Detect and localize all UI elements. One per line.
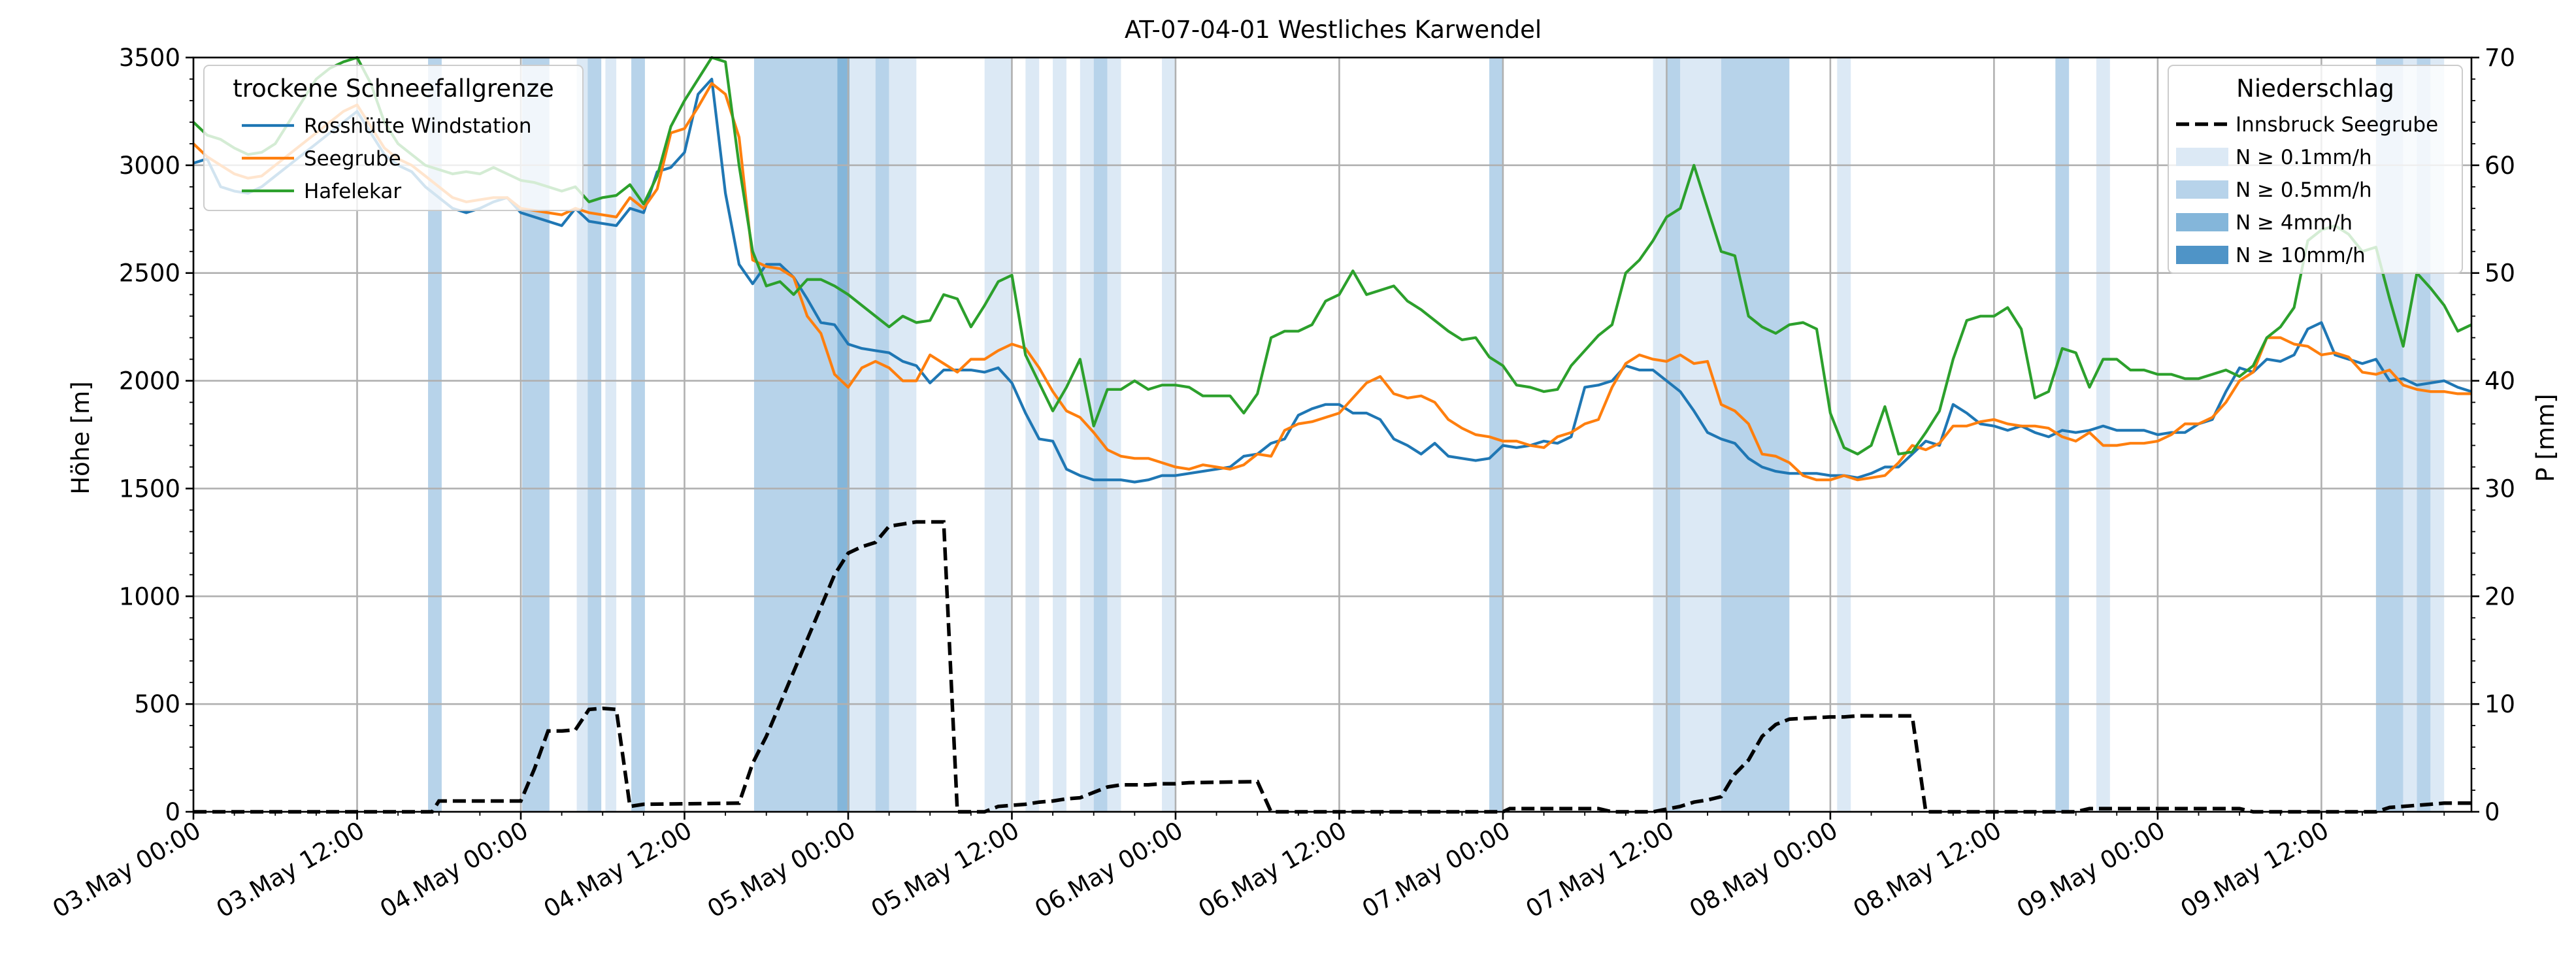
legend-entry: Innsbruck Seegrube — [2236, 113, 2438, 137]
precip-band — [1653, 58, 1667, 812]
precip-band — [1721, 58, 1790, 812]
precip-band — [1080, 58, 1094, 812]
y-tick-label-right: 10 — [2485, 690, 2515, 718]
y-tick-label-left: 500 — [134, 690, 180, 718]
legend-entry: N ≥ 10mm/h — [2236, 244, 2366, 267]
legend-swatch — [2176, 246, 2228, 264]
legend-entry: Hafelekar — [304, 180, 401, 203]
precipitation-line — [193, 520, 2471, 814]
precip-band — [631, 58, 645, 812]
y-tick-label-left: 1500 — [119, 475, 180, 503]
precip-band — [850, 58, 876, 812]
chart-title: AT-07-04-01 Westliches Karwendel — [1125, 16, 1542, 44]
legend-snowline: trockene Schneefallgrenze Rosshütte Winds… — [203, 65, 584, 211]
y-tick-label-left: 3500 — [119, 44, 180, 72]
y-tick-label-right: 40 — [2485, 367, 2515, 395]
precip-band — [2055, 58, 2070, 812]
precip-band — [889, 58, 917, 812]
legend-entry: N ≥ 4mm/h — [2236, 211, 2353, 235]
precip-band — [1093, 58, 1108, 812]
y-tick-label-left: 3000 — [119, 152, 180, 180]
y-tick-label-right: 0 — [2485, 798, 2500, 826]
precip-band — [428, 58, 442, 812]
precip-band — [1666, 58, 1681, 812]
precip-band — [1053, 58, 1066, 812]
y-axis-label-left: Höhe [m] — [67, 381, 95, 494]
precip-band — [1837, 58, 1851, 812]
legend-entry: Rosshütte Windstation — [304, 114, 532, 138]
precip-band — [2096, 58, 2110, 812]
precip-band — [576, 58, 588, 812]
precip-band — [1107, 58, 1121, 812]
y-tick-label-right: 20 — [2485, 582, 2515, 610]
y-tick-label-left: 0 — [165, 798, 180, 826]
precip-band — [1162, 58, 1176, 812]
y-tick-label-right: 60 — [2485, 152, 2515, 180]
precip-band — [587, 58, 602, 812]
legend-title: Niederschlag — [2236, 75, 2394, 103]
precip-band — [984, 58, 1012, 812]
precip-band — [753, 58, 838, 812]
precip-band — [605, 58, 617, 812]
legend-swatch — [2176, 148, 2228, 166]
precip-band — [1025, 58, 1040, 812]
legend-box — [2168, 65, 2463, 274]
y-tick-label-left: 2000 — [119, 367, 180, 395]
legend-entry: N ≥ 0.1mm/h — [2236, 146, 2372, 169]
series-line — [193, 77, 2472, 484]
y-tick-label-left: 1000 — [119, 582, 180, 610]
legend-entry: Seegrube — [304, 147, 401, 171]
precip-band — [837, 58, 850, 812]
y-tick-label-left: 2500 — [119, 259, 180, 288]
precipitation-bands — [428, 58, 2445, 812]
y-axis-label-right: P [mm] — [2532, 393, 2560, 482]
legend-precipitation: Niederschlag Innsbruck Seegrube N ≥ 0.1mm/… — [2168, 65, 2463, 274]
y-tick-label-right: 50 — [2485, 259, 2515, 288]
precip-band — [1489, 58, 1503, 812]
legend-swatch — [2176, 213, 2228, 231]
precip-band — [875, 58, 889, 812]
legend-swatch — [2176, 180, 2228, 199]
y-tick-label-right: 30 — [2485, 475, 2515, 503]
legend-box — [203, 65, 584, 211]
legend-title: trockene Schneefallgrenze — [233, 75, 554, 103]
legend-entry: N ≥ 0.5mm/h — [2236, 178, 2372, 202]
y-tick-label-right: 70 — [2485, 44, 2515, 72]
plot-frame — [192, 56, 2473, 813]
